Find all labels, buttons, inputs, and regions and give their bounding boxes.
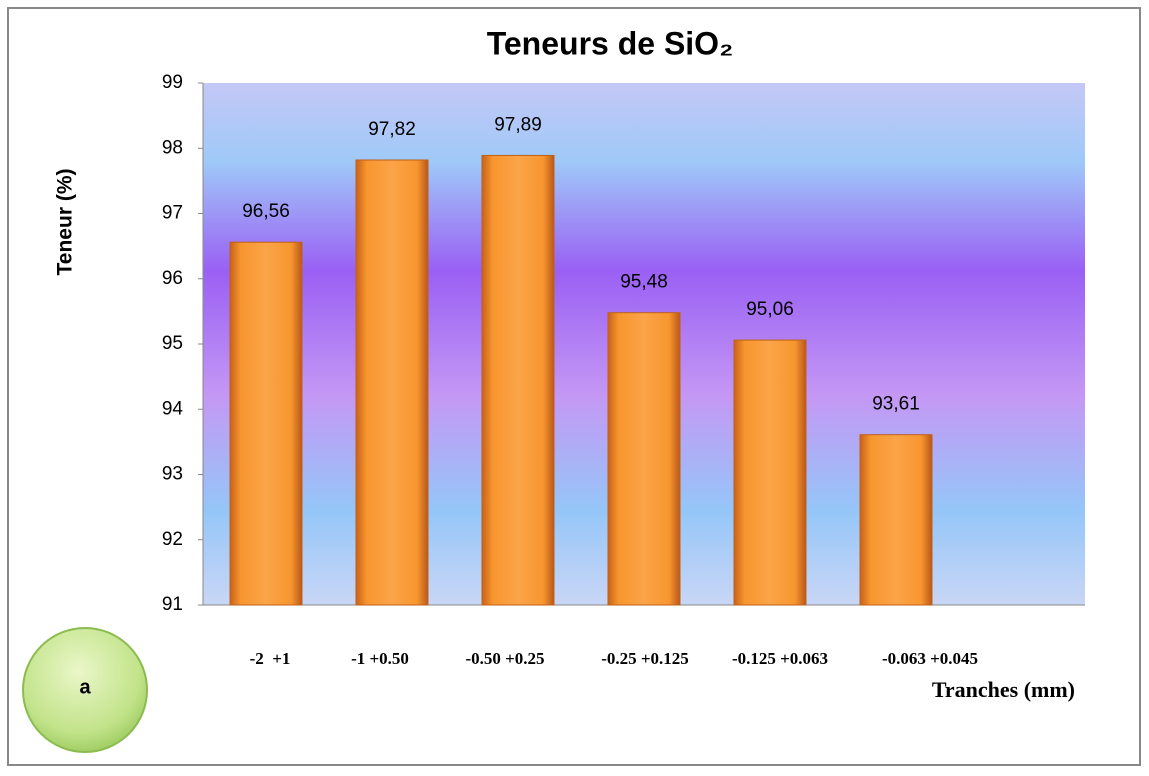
y-axis-label: Teneur (%) <box>54 169 77 276</box>
value-label: 93,61 <box>872 394 920 415</box>
y-tick-label: 96 <box>162 268 183 289</box>
bar <box>481 154 555 606</box>
annotation-circle <box>22 627 148 753</box>
value-label: 97,82 <box>368 119 416 140</box>
x-tick-label: -0.50 +0.25 <box>465 649 544 668</box>
value-label: 95,48 <box>620 272 668 293</box>
x-tick-label: -0.25 +0.125 <box>601 649 689 668</box>
y-tick-label: 92 <box>162 529 183 550</box>
value-label: 96,56 <box>242 201 290 222</box>
bar <box>229 241 303 606</box>
y-tick-label: 93 <box>162 464 183 485</box>
x-tick-label: -2 +1 <box>250 649 291 668</box>
x-axis-label: Tranches (mm) <box>932 677 1075 702</box>
x-tick-label: -0.125 +0.063 <box>732 649 828 668</box>
y-tick-label: 95 <box>162 333 183 354</box>
bar <box>355 159 429 606</box>
value-label: 95,06 <box>746 299 794 320</box>
x-tick-label: -0.063 +0.045 <box>882 649 978 668</box>
x-tick-label: -1 +0.50 <box>351 649 409 668</box>
bar <box>607 312 681 606</box>
y-tick-label: 94 <box>162 398 184 419</box>
bar <box>859 434 933 606</box>
y-tick-label: 98 <box>162 137 183 158</box>
y-tick-label: 99 <box>162 72 183 93</box>
y-tick-label: 91 <box>162 594 183 615</box>
chart-title: Teneurs de SiO₂ <box>487 25 734 61</box>
value-label: 97,89 <box>494 114 542 135</box>
y-tick-label: 97 <box>162 203 183 224</box>
bar <box>733 339 807 606</box>
annotation: a <box>79 676 91 698</box>
